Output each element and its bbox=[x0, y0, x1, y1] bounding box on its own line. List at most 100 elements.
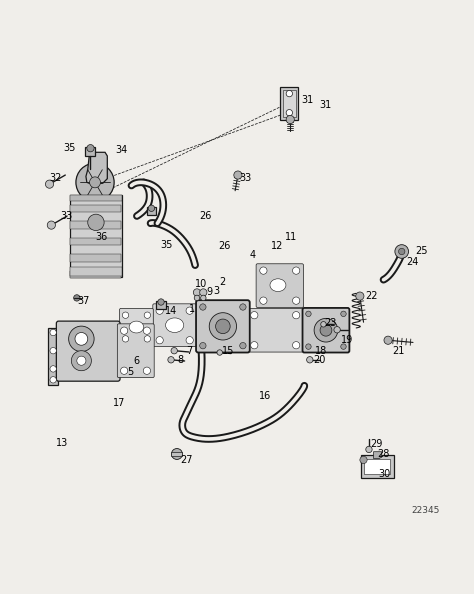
Ellipse shape bbox=[270, 279, 286, 292]
Circle shape bbox=[200, 304, 206, 310]
Circle shape bbox=[306, 344, 311, 349]
Text: 25: 25 bbox=[415, 247, 428, 257]
Polygon shape bbox=[86, 152, 107, 184]
Circle shape bbox=[200, 289, 207, 296]
Circle shape bbox=[50, 366, 56, 372]
Text: 23: 23 bbox=[324, 318, 337, 328]
Circle shape bbox=[122, 336, 129, 342]
Text: 34: 34 bbox=[115, 146, 128, 156]
Circle shape bbox=[395, 245, 409, 258]
Circle shape bbox=[186, 337, 193, 344]
Circle shape bbox=[171, 347, 177, 354]
Bar bbox=[70, 195, 122, 277]
Text: 11: 11 bbox=[285, 232, 297, 242]
Circle shape bbox=[143, 327, 151, 334]
Circle shape bbox=[200, 343, 206, 349]
Text: 22345: 22345 bbox=[411, 506, 439, 516]
Text: 32: 32 bbox=[49, 173, 62, 183]
Circle shape bbox=[341, 344, 346, 349]
Circle shape bbox=[260, 267, 267, 274]
Bar bbox=[70, 195, 122, 201]
FancyBboxPatch shape bbox=[256, 264, 303, 308]
Text: 7: 7 bbox=[186, 346, 192, 356]
Circle shape bbox=[144, 312, 151, 318]
Circle shape bbox=[292, 297, 300, 304]
Text: 24: 24 bbox=[406, 257, 419, 267]
Circle shape bbox=[292, 312, 300, 319]
Circle shape bbox=[46, 180, 54, 188]
Bar bbox=[71, 254, 121, 261]
Circle shape bbox=[360, 456, 367, 463]
Circle shape bbox=[209, 312, 237, 340]
Circle shape bbox=[168, 356, 174, 363]
FancyBboxPatch shape bbox=[196, 300, 250, 352]
Circle shape bbox=[186, 307, 193, 314]
Polygon shape bbox=[374, 451, 382, 459]
Circle shape bbox=[194, 295, 200, 301]
Bar bbox=[70, 267, 122, 276]
Circle shape bbox=[240, 343, 246, 349]
Text: 16: 16 bbox=[259, 391, 271, 401]
Circle shape bbox=[217, 350, 222, 355]
Circle shape bbox=[158, 299, 164, 305]
Text: 31: 31 bbox=[319, 100, 331, 110]
Text: 2: 2 bbox=[220, 277, 226, 287]
Text: 35: 35 bbox=[161, 239, 173, 249]
Circle shape bbox=[193, 289, 201, 296]
Text: 20: 20 bbox=[313, 355, 326, 365]
Circle shape bbox=[399, 248, 405, 255]
Text: 35: 35 bbox=[63, 143, 75, 153]
Circle shape bbox=[50, 377, 56, 383]
Text: 31: 31 bbox=[301, 96, 313, 105]
Text: 26: 26 bbox=[200, 211, 212, 221]
Circle shape bbox=[384, 336, 392, 345]
Circle shape bbox=[144, 336, 151, 342]
Circle shape bbox=[76, 163, 114, 201]
Circle shape bbox=[88, 214, 104, 230]
FancyBboxPatch shape bbox=[153, 304, 197, 347]
Circle shape bbox=[251, 312, 258, 319]
Bar bbox=[283, 90, 296, 117]
Circle shape bbox=[122, 312, 129, 318]
Circle shape bbox=[216, 319, 230, 334]
Text: 27: 27 bbox=[180, 455, 192, 465]
Circle shape bbox=[260, 297, 267, 304]
Text: 12: 12 bbox=[271, 241, 283, 251]
Circle shape bbox=[334, 327, 340, 333]
Text: 13: 13 bbox=[56, 438, 68, 448]
Circle shape bbox=[148, 205, 155, 211]
Text: 22: 22 bbox=[365, 291, 378, 301]
Circle shape bbox=[73, 295, 80, 301]
Circle shape bbox=[156, 307, 163, 314]
Text: 9: 9 bbox=[206, 287, 212, 298]
Circle shape bbox=[292, 342, 300, 349]
Circle shape bbox=[172, 448, 182, 459]
Bar bbox=[147, 207, 156, 215]
FancyBboxPatch shape bbox=[247, 308, 303, 352]
Text: 19: 19 bbox=[341, 335, 353, 345]
Circle shape bbox=[77, 356, 86, 365]
Text: 29: 29 bbox=[370, 438, 382, 448]
Text: 14: 14 bbox=[165, 306, 177, 315]
Circle shape bbox=[366, 446, 372, 453]
Text: 33: 33 bbox=[61, 211, 73, 221]
Bar bbox=[71, 238, 121, 245]
FancyBboxPatch shape bbox=[56, 321, 120, 381]
Bar bbox=[85, 147, 95, 156]
Circle shape bbox=[286, 109, 292, 116]
Bar bbox=[156, 301, 166, 309]
Text: 8: 8 bbox=[177, 355, 183, 365]
Circle shape bbox=[341, 311, 346, 317]
FancyBboxPatch shape bbox=[118, 324, 154, 378]
Text: 4: 4 bbox=[249, 249, 255, 260]
Text: 3: 3 bbox=[213, 286, 219, 296]
Circle shape bbox=[143, 367, 151, 374]
Circle shape bbox=[47, 221, 55, 229]
Circle shape bbox=[69, 326, 94, 352]
FancyBboxPatch shape bbox=[119, 308, 153, 345]
Bar bbox=[280, 87, 299, 119]
Bar bbox=[365, 459, 390, 475]
Circle shape bbox=[156, 337, 163, 344]
Circle shape bbox=[251, 342, 258, 349]
Circle shape bbox=[321, 321, 326, 327]
